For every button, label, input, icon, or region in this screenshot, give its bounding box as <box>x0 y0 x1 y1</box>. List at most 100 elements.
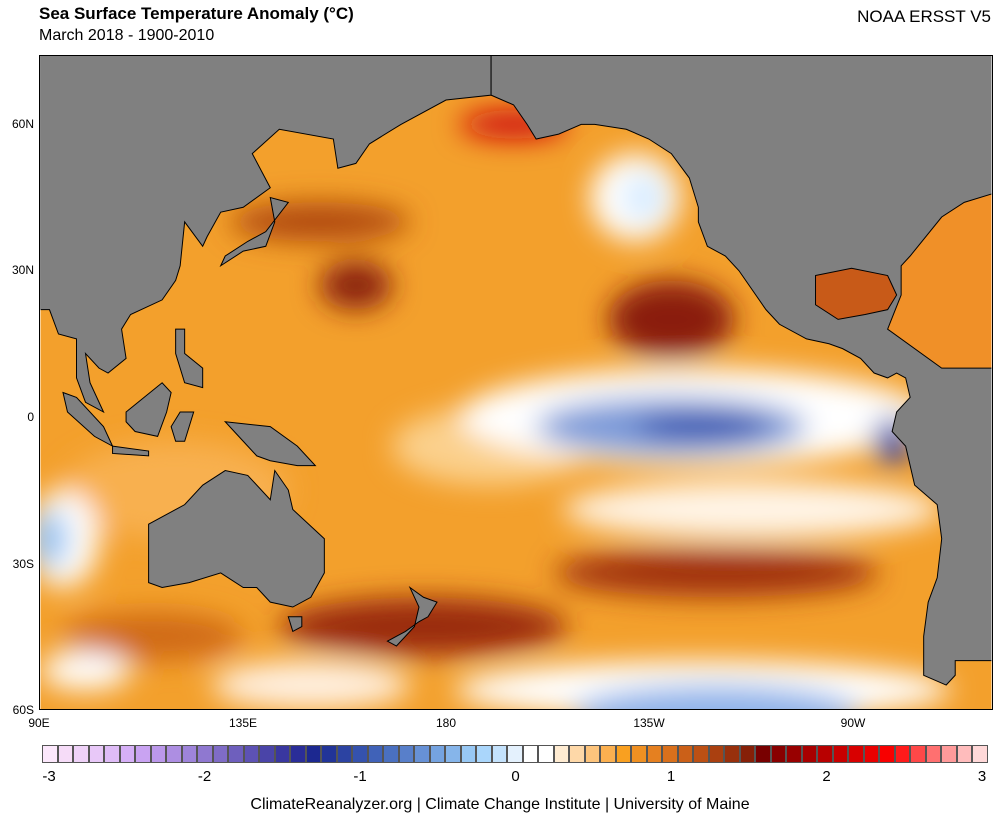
colorbar-cell <box>832 745 848 763</box>
colorbar-cell <box>894 745 910 763</box>
colorbar-cell <box>646 745 662 763</box>
landmass-tasmania <box>287 616 303 633</box>
colorbar-cell <box>429 745 445 763</box>
anomaly-region <box>621 173 667 222</box>
colorbar-cell <box>770 745 786 763</box>
landmass-java <box>112 445 150 457</box>
colorbar-cell <box>445 745 461 763</box>
colorbar-cell <box>879 745 895 763</box>
colorbar <box>42 745 988 763</box>
lat-tick-0: 0 <box>27 410 34 424</box>
colorbar-cell <box>88 745 104 763</box>
landmass-sulawesi <box>170 411 195 442</box>
colorbar-cell <box>538 745 554 763</box>
colorbar-cell <box>119 745 135 763</box>
colorbar-cell <box>321 745 337 763</box>
colorbar-cell <box>708 745 724 763</box>
anomaly-region <box>554 548 879 598</box>
colorbar-cell <box>755 745 771 763</box>
colorbar-cell <box>259 745 275 763</box>
landmass-borneo <box>125 382 172 437</box>
map-subtitle: March 2018 - 1900-2010 <box>39 27 215 44</box>
anomaly-region <box>211 660 410 709</box>
colorbar-cell <box>925 745 941 763</box>
anomaly-region <box>279 597 568 656</box>
lon-tick-90e: 90E <box>28 716 50 730</box>
colorbar-cell <box>150 745 166 763</box>
colorbar-cell <box>724 745 740 763</box>
colorbar-label: -3 <box>42 768 56 785</box>
map-title: Sea Surface Temperature Anomaly (°C) <box>39 4 354 23</box>
colorbar-cell <box>352 745 368 763</box>
colorbar-cell <box>863 745 879 763</box>
colorbar-label: 1 <box>666 768 676 785</box>
colorbar-cell <box>941 745 957 763</box>
colorbar-cell <box>600 745 616 763</box>
colorbar-cell <box>305 745 321 763</box>
lat-tick-60s: 60S <box>12 703 34 717</box>
ocean-gulf-of-mexico <box>815 267 898 320</box>
colorbar-cell <box>398 745 414 763</box>
colorbar-cell <box>786 745 802 763</box>
colorbar-cell <box>956 745 972 763</box>
lat-tick-60n: 60N <box>11 117 34 131</box>
colorbar-cell <box>677 745 693 763</box>
credit-footer: ClimateReanalyzer.org | Climate Change I… <box>250 796 750 813</box>
colorbar-cell <box>414 745 430 763</box>
colorbar-cell <box>212 745 228 763</box>
colorbar-cell <box>569 745 585 763</box>
landmass-japan <box>219 196 290 268</box>
lon-tick-135w: 135W <box>633 716 665 730</box>
colorbar-cell <box>584 745 600 763</box>
dataset-label: NOAA ERSST V5 <box>857 7 991 26</box>
colorbar-cell <box>553 745 569 763</box>
colorbar-cell <box>631 745 647 763</box>
landmass-philippines <box>175 328 204 389</box>
colorbar-cell <box>181 745 197 763</box>
colorbar-cell <box>910 745 926 763</box>
colorbar-cell <box>274 745 290 763</box>
anomaly-region <box>563 480 942 539</box>
colorbar-label: -2 <box>197 768 212 785</box>
colorbar-cell <box>460 745 476 763</box>
colorbar-cell <box>848 745 864 763</box>
colorbar-cell <box>693 745 709 763</box>
colorbar-cell <box>290 745 306 763</box>
colorbar-cell <box>383 745 399 763</box>
colorbar-cell <box>662 745 678 763</box>
colorbar-cell <box>972 745 988 763</box>
sst-anomaly-map <box>39 55 993 710</box>
landmass-asia <box>40 56 492 414</box>
lat-tick-30s: 30S <box>12 557 34 571</box>
colorbar-cell <box>801 745 817 763</box>
lon-tick-90w: 90W <box>840 716 866 730</box>
colorbar-cell <box>57 745 73 763</box>
colorbar-cell <box>367 745 383 763</box>
lon-tick-180: 180 <box>435 716 457 730</box>
lat-tick-30n: 30N <box>11 263 34 277</box>
anomaly-region <box>40 650 131 690</box>
colorbar-label: 0 <box>511 768 520 785</box>
lon-tick-135e: 135E <box>228 716 258 730</box>
anomaly-region <box>319 260 392 310</box>
colorbar-cell <box>336 745 352 763</box>
colorbar-cell <box>166 745 182 763</box>
colorbar-cell <box>522 745 538 763</box>
colorbar-cell <box>73 745 89 763</box>
colorbar-cell <box>507 745 523 763</box>
anomaly-region <box>635 412 771 442</box>
anomaly-region <box>574 685 859 709</box>
colorbar-label: 3 <box>977 768 987 785</box>
landmass-australia <box>148 469 325 608</box>
landmass-americas <box>490 56 992 686</box>
anomaly-region <box>62 611 244 661</box>
colorbar-cell <box>476 745 492 763</box>
colorbar-cell <box>42 745 58 763</box>
anomaly-region <box>608 280 735 359</box>
colorbar-label: 2 <box>822 768 831 785</box>
colorbar-cell <box>197 745 213 763</box>
anomaly-region <box>40 509 68 569</box>
colorbar-cell <box>135 745 151 763</box>
colorbar-cell <box>739 745 755 763</box>
colorbar-cell <box>228 745 244 763</box>
